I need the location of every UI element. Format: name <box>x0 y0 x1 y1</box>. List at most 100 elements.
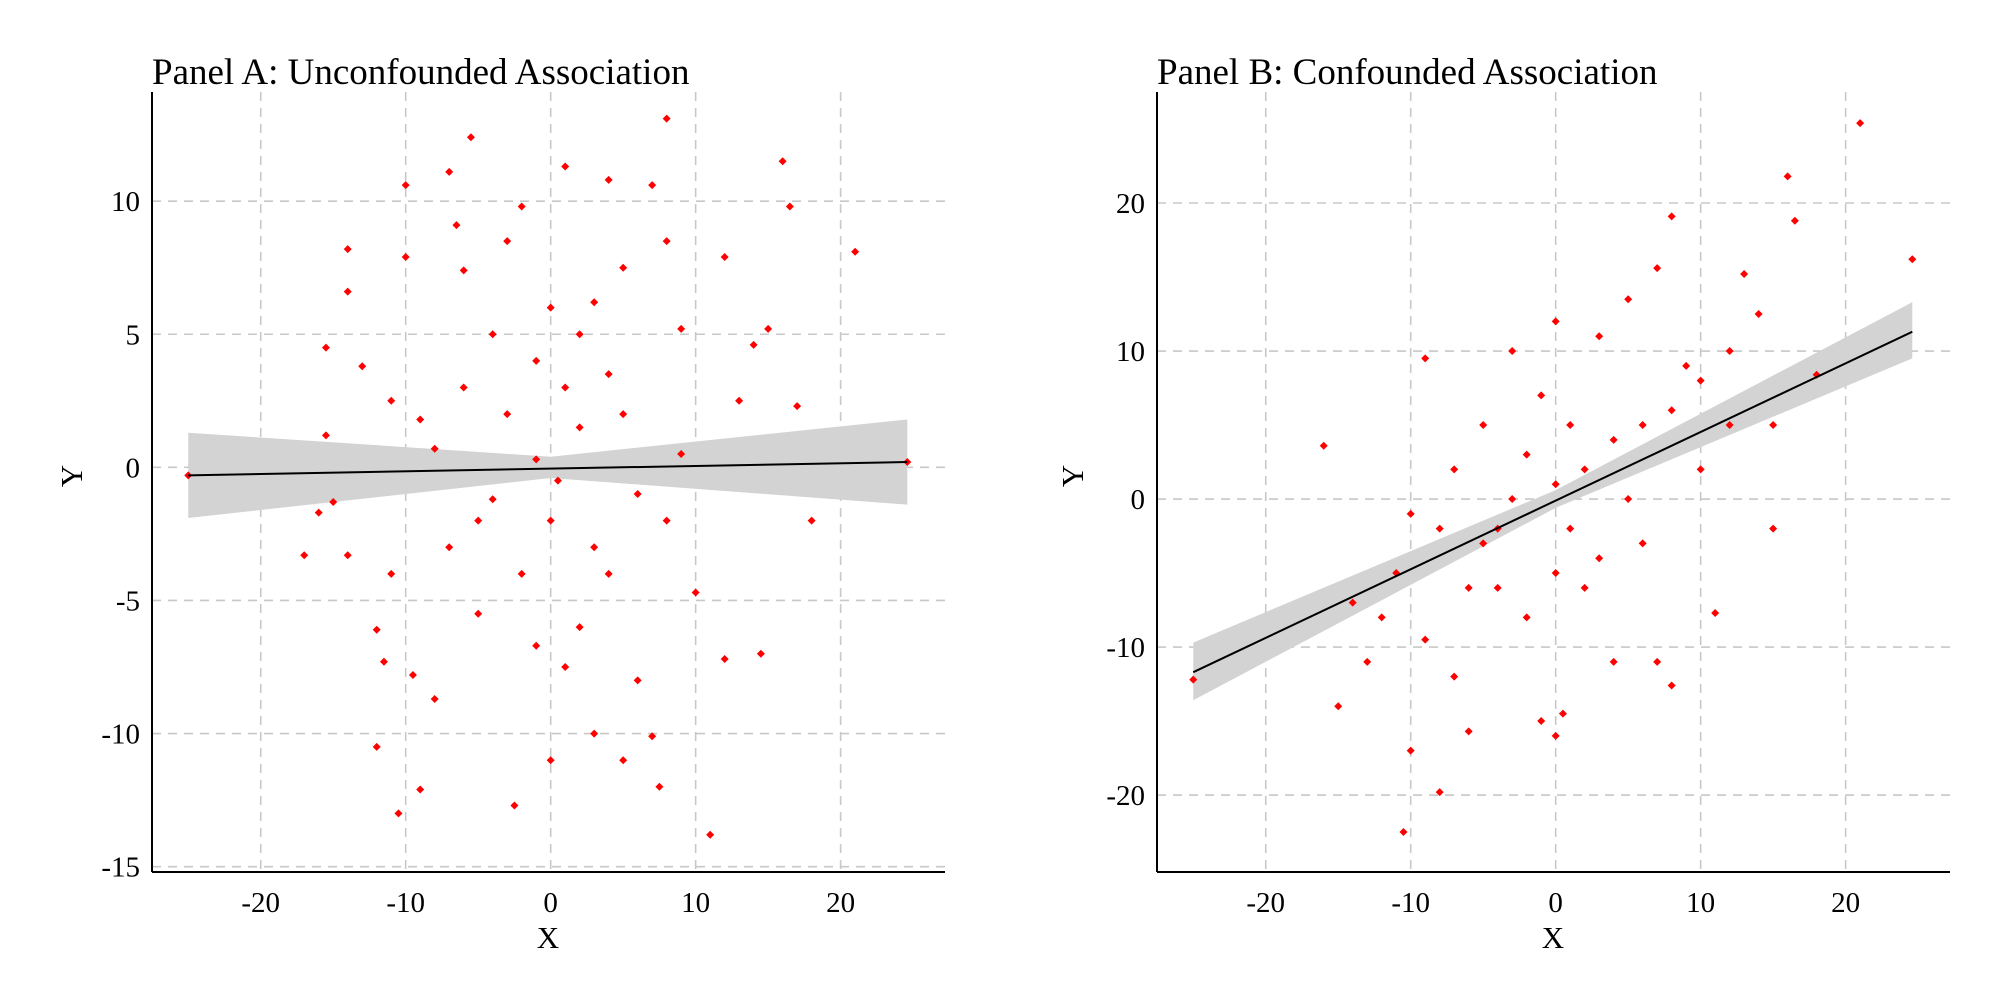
panel-a-point <box>321 343 330 352</box>
panel-a-point <box>321 431 330 440</box>
panel-b-point <box>1667 406 1676 415</box>
panel-b-point <box>1790 216 1799 225</box>
panel-b-point <box>1609 435 1618 444</box>
panel-a-point <box>300 551 309 560</box>
panel-b-x-tick-label: -20 <box>1246 887 1285 919</box>
panel-b-point <box>1551 317 1560 326</box>
panel-b-point <box>1769 524 1778 533</box>
panel-a-point <box>408 671 417 680</box>
panel-a-point <box>604 370 613 379</box>
panel-a-point <box>372 625 381 634</box>
panel-b-point <box>1754 310 1763 319</box>
panel-b-y-tick-label: 10 <box>1116 336 1145 368</box>
panel-a-point <box>452 221 461 230</box>
panel-a-point <box>648 181 657 190</box>
panel-b-point <box>1696 376 1705 385</box>
panel-b-point <box>1399 828 1408 837</box>
panel-a-point <box>314 508 323 517</box>
panel-a-x-tick-label: -10 <box>386 887 425 919</box>
panel-a-point <box>532 641 541 650</box>
panel-b-point <box>1638 421 1647 430</box>
panel-b-point <box>1464 727 1473 736</box>
panel-a-title: Panel A: Unconfounded Association <box>152 52 689 93</box>
panel-a-point <box>677 324 686 333</box>
panel-a-x-tick-label: 20 <box>826 887 855 919</box>
panel-b-point <box>1783 172 1792 181</box>
panel-b-point <box>1406 509 1415 518</box>
panel-a-point <box>735 396 744 405</box>
panel-a-point <box>561 162 570 171</box>
panel-b-point <box>1334 702 1343 711</box>
panel-a-point <box>379 657 388 666</box>
panel-b: Panel B: Confounded Association X Y -20 -… <box>1055 52 1950 955</box>
panel-b-point <box>1908 255 1917 264</box>
panel-b-y-tick-label: -20 <box>1106 780 1145 812</box>
panel-a-fit-line <box>188 461 908 477</box>
panel-b-point <box>1450 672 1459 681</box>
panel-a-point <box>778 157 787 166</box>
panel-a-y-tick-label: -5 <box>116 585 140 617</box>
panel-a-point <box>590 543 599 552</box>
panel-b-point <box>1580 583 1589 592</box>
panel-a-y-label: Y <box>54 465 89 487</box>
panel-a-y-tick-label: 0 <box>126 452 141 484</box>
panel-b-point <box>1537 717 1546 726</box>
panel-a-point <box>401 181 410 190</box>
panel-b-point <box>1377 613 1386 622</box>
panel-b-point <box>1558 709 1567 718</box>
panel-a-point <box>343 551 352 560</box>
panel-a-point <box>677 450 686 459</box>
panel-b-x-label: X <box>1542 920 1564 955</box>
panel-a-point <box>358 362 367 371</box>
panel-b-point <box>1551 731 1560 740</box>
panel-b-point <box>1479 421 1488 430</box>
panel-b-point <box>1725 347 1734 356</box>
panel-a-point <box>532 356 541 365</box>
panel-a-point <box>655 782 664 791</box>
panel-a-point <box>517 569 526 578</box>
panel-b-point <box>1856 119 1865 128</box>
panel-a-point <box>807 516 816 525</box>
panel-b-point <box>1595 332 1604 341</box>
panel-a-point <box>517 202 526 211</box>
panel-a-point <box>793 402 802 411</box>
panel-a-point <box>394 809 403 818</box>
panel-a-point <box>474 609 483 618</box>
panel-a-points <box>184 114 912 839</box>
panel-b-point <box>1435 524 1444 533</box>
panel-b-point <box>1566 421 1575 430</box>
panel-a-point <box>532 455 541 464</box>
panel-b-y-tick-label: -10 <box>1106 632 1145 664</box>
panel-a-point <box>764 324 773 333</box>
panel-b-point <box>1551 480 1560 489</box>
panel-b-point <box>1711 608 1720 617</box>
panel-a-x-tick-label: 0 <box>543 887 558 919</box>
panel-b-point <box>1363 657 1372 666</box>
panel-a-point <box>459 383 468 392</box>
panel-b-point <box>1348 598 1357 607</box>
panel-a-point <box>619 756 628 765</box>
panel-a-point <box>416 785 425 794</box>
panel-a-point <box>662 237 671 246</box>
panel-a-point <box>416 415 425 424</box>
panel-a-point <box>329 497 338 506</box>
panel-a-point <box>488 495 497 504</box>
panel-a-point <box>561 663 570 672</box>
panel-b-point <box>1624 295 1633 304</box>
panel-a-point <box>546 756 555 765</box>
panel-a-point <box>553 476 562 485</box>
panel-a-point <box>749 340 758 349</box>
panel-b-point <box>1421 635 1430 644</box>
panel-b-point <box>1595 554 1604 563</box>
panel-a-point <box>546 516 555 525</box>
panel-a-point <box>510 801 519 810</box>
panel-a-point <box>445 543 454 552</box>
panel-a-x-label: X <box>537 920 559 955</box>
panel-b-point <box>1406 746 1415 755</box>
panel-a-point <box>633 676 642 685</box>
panel-a-point <box>387 396 396 405</box>
panel-a-point <box>662 114 671 123</box>
panel-a-point <box>662 516 671 525</box>
panel-a-point <box>401 253 410 262</box>
panel-a-point <box>756 649 765 658</box>
